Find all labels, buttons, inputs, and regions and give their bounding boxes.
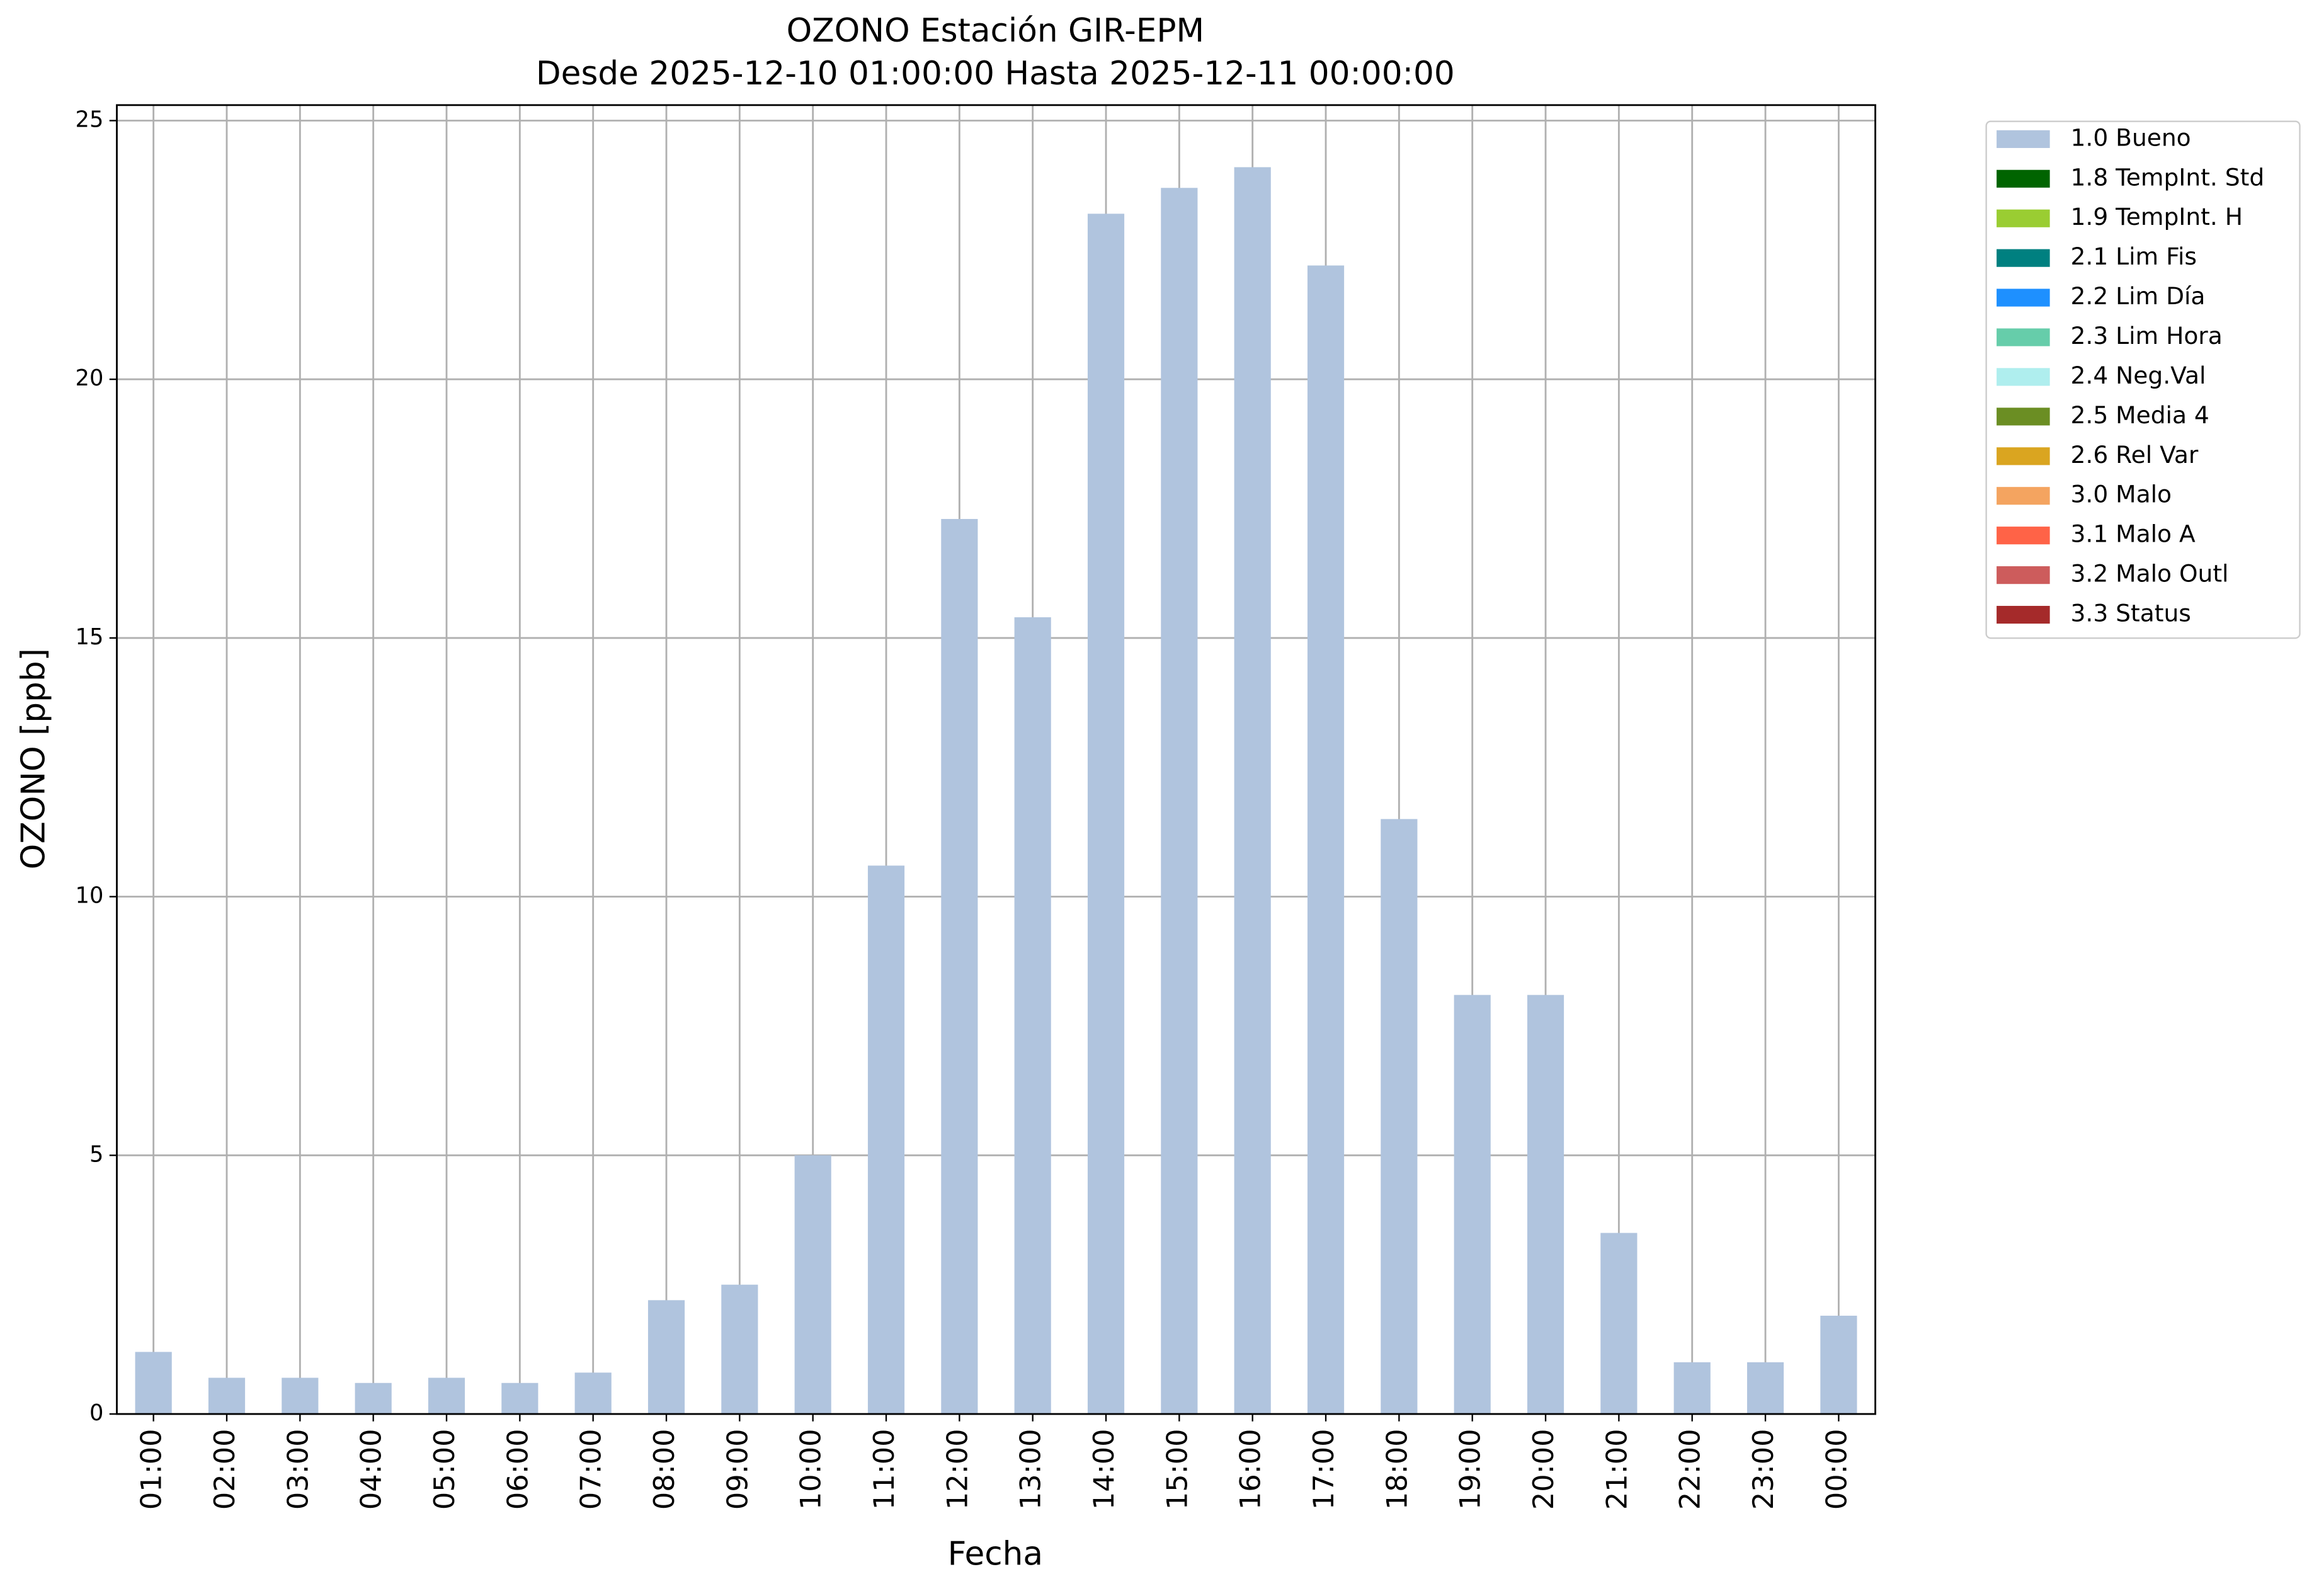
- x-tick-label: 18:00: [1381, 1429, 1413, 1510]
- y-tick-label: 20: [76, 365, 104, 391]
- legend-label: 2.1 Lim Fis: [2071, 242, 2197, 270]
- bar: [941, 518, 978, 1415]
- bar: [1454, 995, 1491, 1415]
- y-tick-label: 0: [89, 1400, 103, 1426]
- bar: [1820, 1315, 1857, 1415]
- bar: [428, 1377, 465, 1415]
- bar: [867, 865, 905, 1415]
- legend-swatch: [1997, 566, 2050, 584]
- y-tick-label: 25: [76, 107, 104, 133]
- legend-label: 1.9 TempInt. H: [2071, 203, 2243, 231]
- legend-box: [1985, 120, 2301, 639]
- legend-label: 2.3 Lim Hora: [2071, 322, 2223, 350]
- bar: [794, 1155, 831, 1415]
- bar: [282, 1377, 319, 1415]
- bar: [135, 1352, 172, 1415]
- x-tick-label: 21:00: [1600, 1429, 1633, 1510]
- bar: [721, 1284, 758, 1415]
- x-tick-label: 01:00: [135, 1429, 168, 1510]
- x-tick-label: 04:00: [355, 1429, 388, 1510]
- legend-swatch: [1997, 169, 2050, 188]
- legend-swatch: [1997, 408, 2050, 426]
- legend-swatch: [1997, 209, 2050, 227]
- x-axis-title: Fecha: [948, 1535, 1043, 1573]
- legend-label: 2.2 Lim Día: [2071, 282, 2206, 310]
- x-tick-label: 10:00: [795, 1429, 828, 1510]
- legend-swatch: [1997, 605, 2050, 624]
- x-tick-label: 06:00: [501, 1429, 534, 1510]
- x-tick-label: 09:00: [721, 1429, 754, 1510]
- legend-label: 1.8 TempInt. Std: [2071, 163, 2265, 191]
- y-tick-label: 5: [89, 1141, 103, 1167]
- x-tick-label: 16:00: [1234, 1429, 1267, 1510]
- x-tick-label: 07:00: [575, 1429, 608, 1510]
- y-tick-label: 15: [76, 624, 104, 650]
- legend-label: 2.5 Media 4: [2071, 401, 2209, 429]
- bar: [1014, 617, 1051, 1415]
- legend-swatch: [1997, 527, 2050, 545]
- x-tick-label: 05:00: [428, 1429, 461, 1510]
- plot-frame: [116, 104, 1876, 1415]
- bar: [1527, 995, 1564, 1415]
- bar: [208, 1377, 246, 1415]
- legend-label: 2.4 Neg.Val: [2071, 362, 2206, 389]
- x-tick-label: 20:00: [1527, 1429, 1560, 1510]
- bar: [355, 1382, 392, 1415]
- x-tick-label: 23:00: [1747, 1429, 1780, 1510]
- legend-swatch: [1997, 487, 2050, 505]
- x-tick-label: 22:00: [1674, 1429, 1707, 1510]
- bar: [1673, 1362, 1711, 1415]
- legend-label: 3.1 Malo A: [2071, 520, 2196, 548]
- x-tick-label: 19:00: [1454, 1429, 1487, 1510]
- legend-swatch: [1997, 447, 2050, 465]
- legend-label: 1.0 Bueno: [2071, 123, 2191, 151]
- legend-swatch: [1997, 288, 2050, 307]
- bar: [1087, 214, 1125, 1415]
- x-tick-label: 11:00: [868, 1429, 901, 1510]
- legend-swatch: [1997, 130, 2050, 148]
- bar: [1746, 1362, 1784, 1415]
- legend-label: 3.2 Malo Outl: [2071, 560, 2229, 588]
- x-tick-label: 13:00: [1015, 1429, 1047, 1510]
- bar: [1161, 188, 1198, 1415]
- y-tick-label: 10: [76, 883, 104, 909]
- x-tick-label: 08:00: [648, 1429, 681, 1510]
- bar: [1307, 265, 1345, 1415]
- bar: [501, 1382, 538, 1415]
- bar: [647, 1300, 685, 1415]
- legend-label: 2.6 Rel Var: [2071, 441, 2199, 469]
- legend-swatch: [1997, 249, 2050, 267]
- legend-swatch: [1997, 328, 2050, 346]
- legend-swatch: [1997, 368, 2050, 386]
- legend-label: 3.3 Status: [2071, 600, 2191, 627]
- x-tick-label: 17:00: [1308, 1429, 1340, 1510]
- x-tick-label: 02:00: [208, 1429, 241, 1510]
- x-tick-label: 03:00: [282, 1429, 314, 1510]
- bar: [574, 1372, 612, 1415]
- chart-subtitle: Desde 2025-12-10 01:00:00 Hasta 2025-12-…: [536, 55, 1455, 93]
- x-tick-label: 12:00: [941, 1429, 974, 1510]
- bar: [1600, 1233, 1638, 1415]
- legend-label: 3.0 Malo: [2071, 481, 2172, 508]
- x-tick-label: 14:00: [1088, 1429, 1120, 1510]
- bar: [1234, 167, 1271, 1415]
- x-tick-label: 15:00: [1161, 1429, 1194, 1510]
- y-axis-title: OZONO [ppb]: [14, 648, 52, 869]
- bar: [1381, 819, 1418, 1415]
- x-tick-label: 00:00: [1820, 1429, 1853, 1510]
- chart-title: OZONO Estación GIR-EPM: [787, 12, 1204, 50]
